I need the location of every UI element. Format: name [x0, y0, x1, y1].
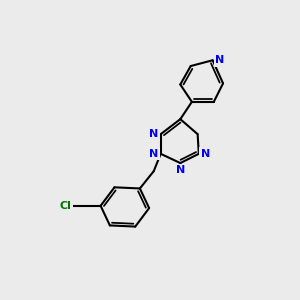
- Text: N: N: [201, 149, 210, 159]
- Text: Cl: Cl: [59, 201, 71, 211]
- Text: N: N: [215, 55, 225, 65]
- Text: N: N: [176, 165, 185, 176]
- Text: N: N: [149, 149, 158, 159]
- Text: N: N: [149, 129, 158, 139]
